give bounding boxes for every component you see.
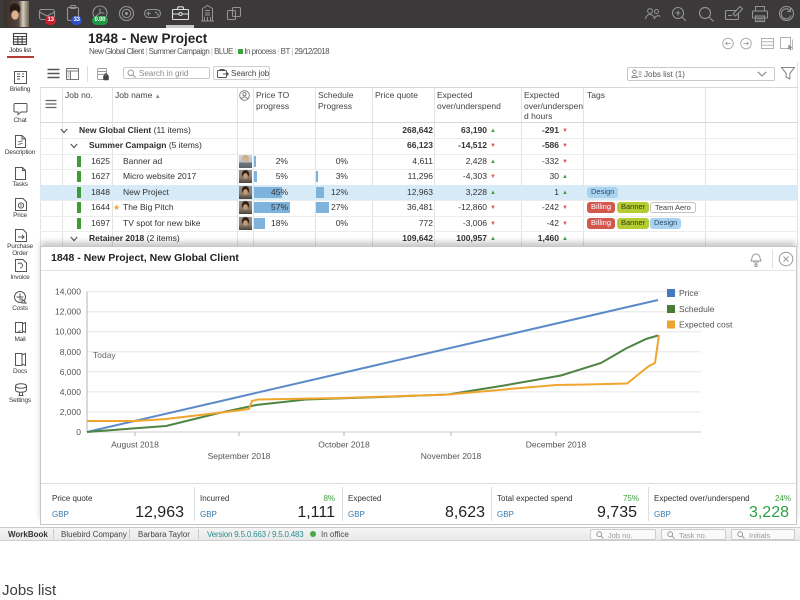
svg-text:November 2018: November 2018 (421, 451, 482, 461)
svg-text:10,000: 10,000 (55, 327, 81, 337)
svg-text:October 2018: October 2018 (318, 440, 370, 450)
svg-text:4,000: 4,000 (60, 387, 82, 397)
svg-text:Price: Price (679, 288, 699, 298)
svg-text:14,000: 14,000 (55, 287, 81, 297)
svg-text:Today: Today (93, 350, 116, 360)
svg-text:Expected cost: Expected cost (679, 320, 733, 330)
svg-text:12,000: 12,000 (55, 307, 81, 317)
svg-text:Schedule: Schedule (679, 304, 715, 314)
svg-text:December 2018: December 2018 (526, 440, 587, 450)
svg-text:2,000: 2,000 (60, 407, 82, 417)
svg-text:8,000: 8,000 (60, 347, 82, 357)
svg-text:6,000: 6,000 (60, 367, 82, 377)
svg-text:0: 0 (76, 427, 81, 437)
svg-text:September 2018: September 2018 (208, 451, 271, 461)
svg-text:August 2018: August 2018 (111, 440, 159, 450)
